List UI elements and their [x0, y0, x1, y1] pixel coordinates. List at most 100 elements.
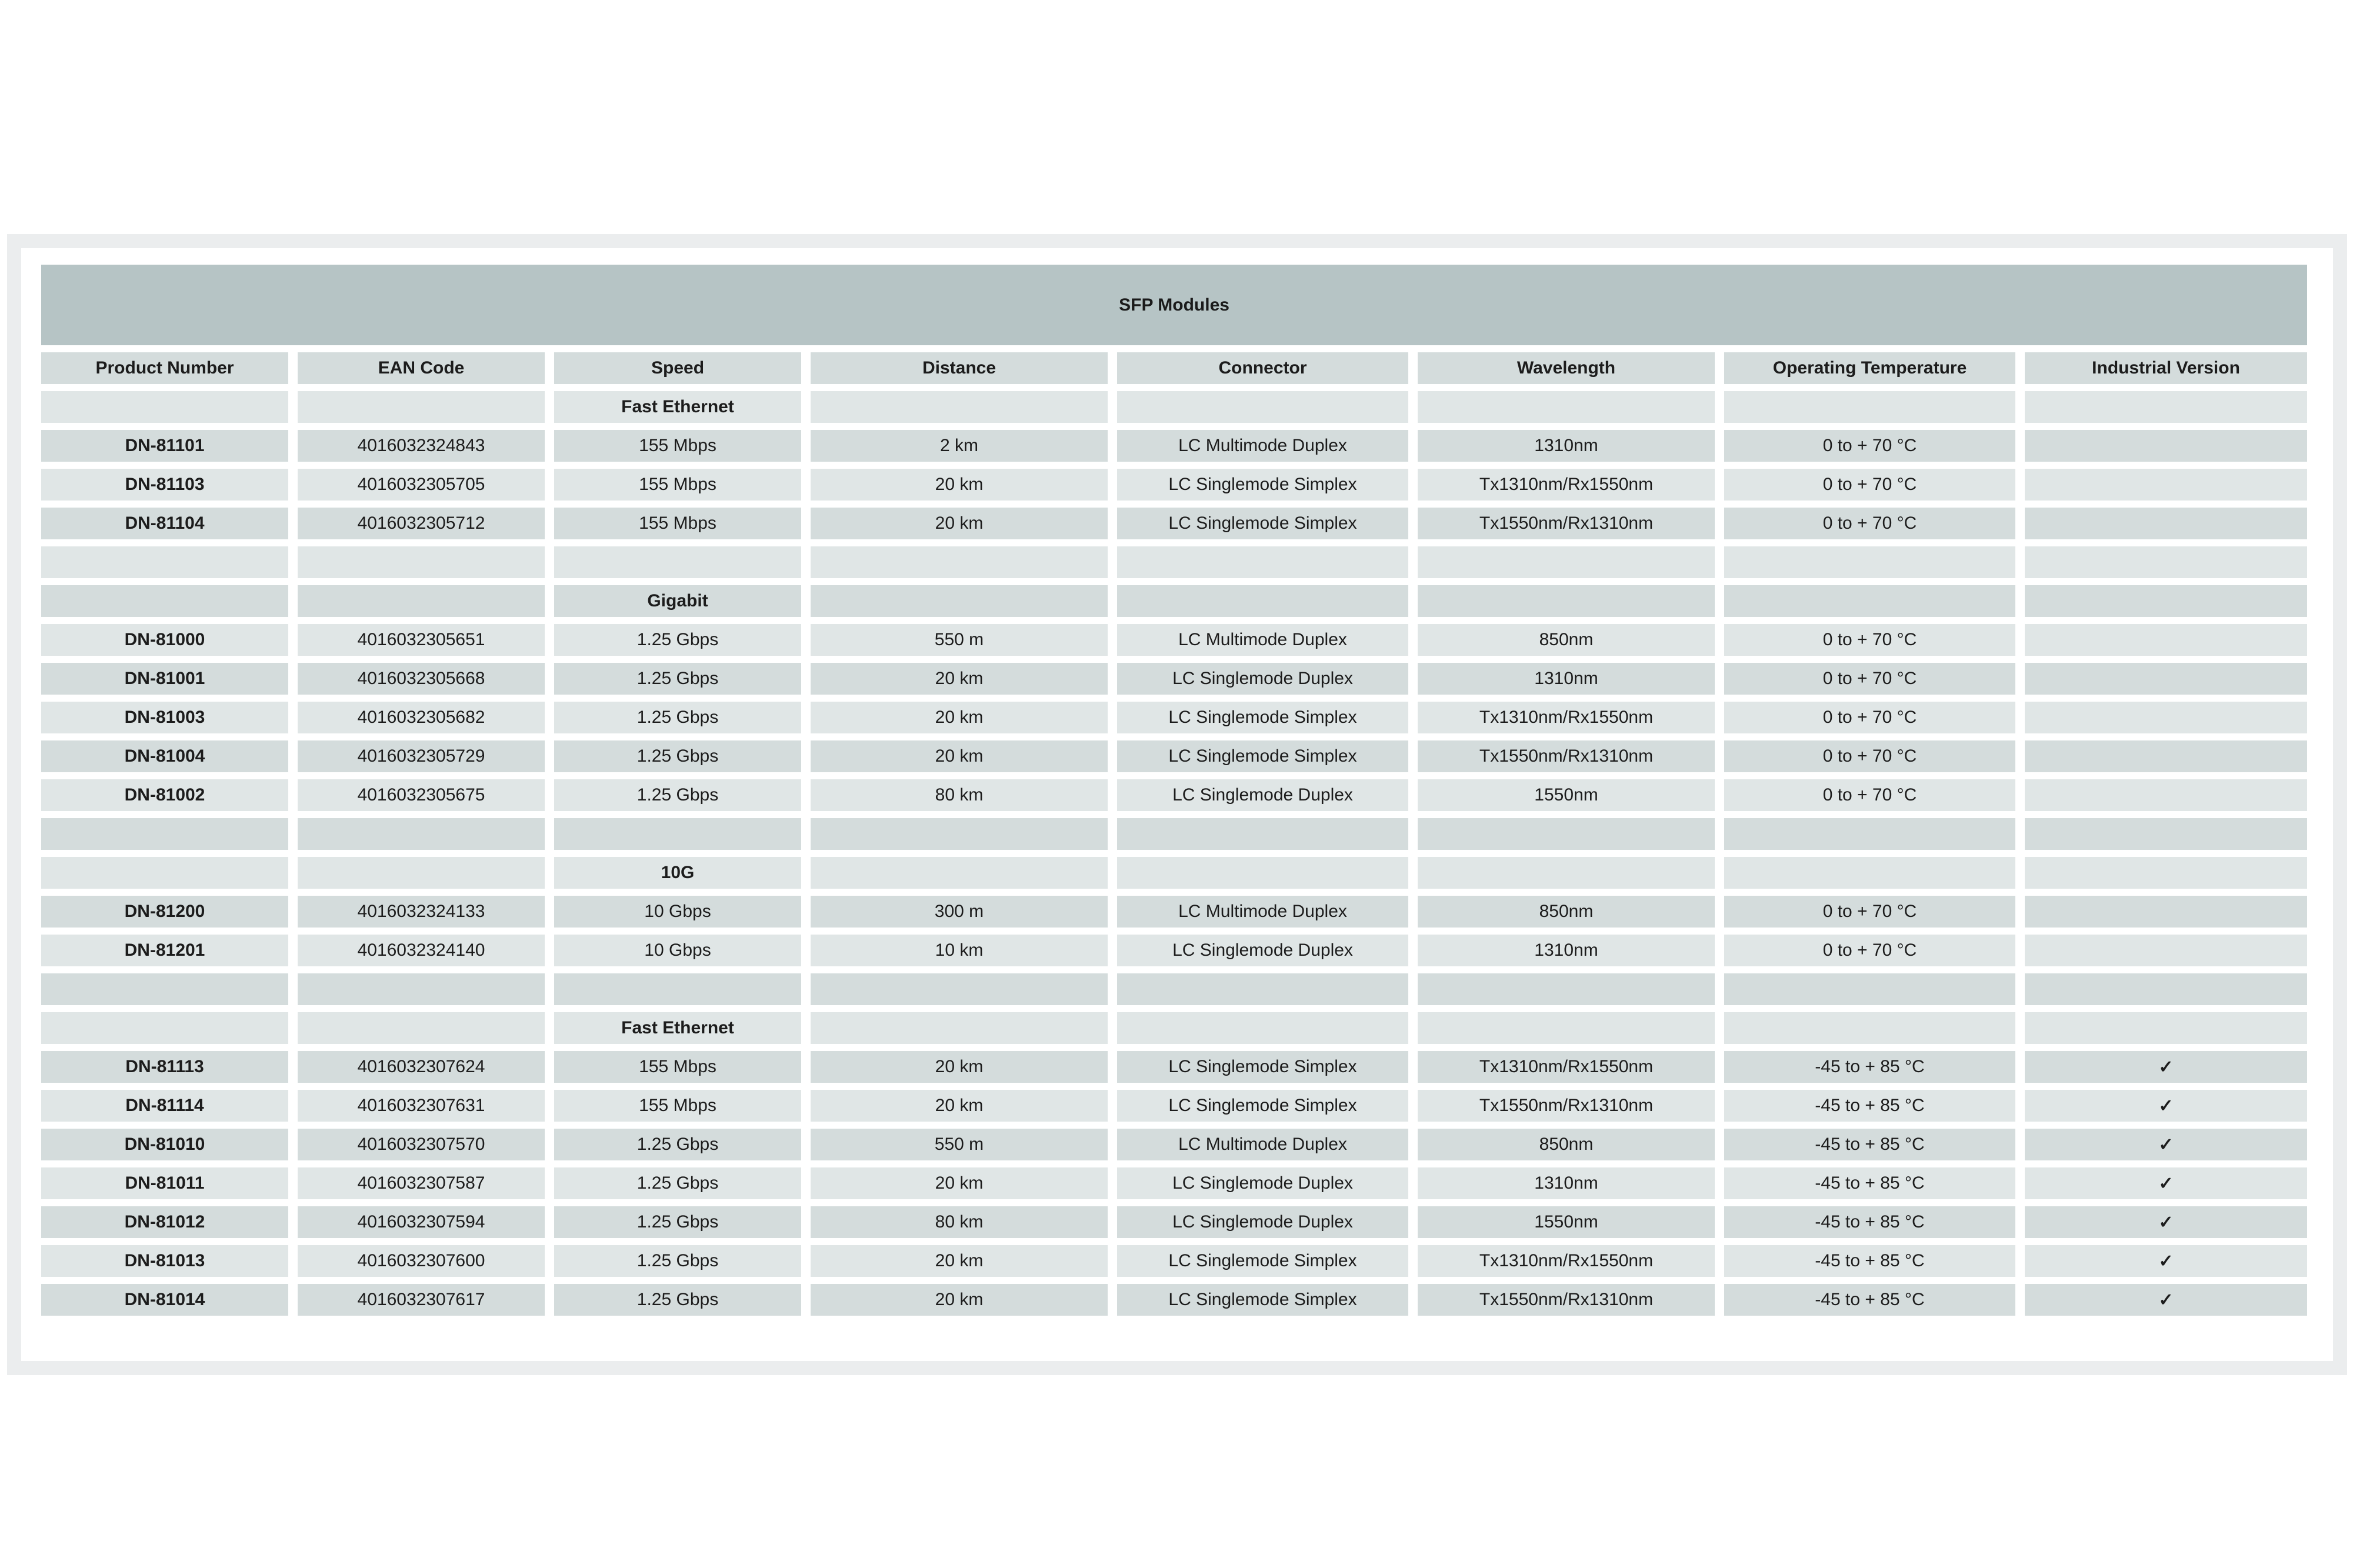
cell-speed: 1.25 Gbps: [554, 624, 801, 656]
cell-operating-temperature: -45 to + 85 °C: [1724, 1129, 2015, 1160]
cell-product-number: DN-81014: [41, 1284, 288, 1316]
column-header-operating-temperature: Operating Temperature: [1724, 352, 2015, 384]
cell-distance: 80 km: [811, 1206, 1108, 1238]
cell-industrial-version: [2025, 779, 2308, 811]
cell-speed: [554, 546, 801, 578]
cell-product-number: [41, 857, 288, 889]
cell-wavelength: 1310nm: [1418, 430, 1715, 462]
cell-connector: LC Multimode Duplex: [1117, 896, 1408, 928]
cell-connector: [1117, 857, 1408, 889]
cell-product-number: [41, 1012, 288, 1044]
cell-industrial-version: [2025, 973, 2308, 1005]
cell-product-number: [41, 973, 288, 1005]
cell-distance: 550 m: [811, 624, 1108, 656]
cell-connector: [1117, 818, 1408, 850]
cell-wavelength: [1418, 585, 1715, 617]
cell-distance: [811, 973, 1108, 1005]
cell-operating-temperature: [1724, 1012, 2015, 1044]
cell-speed: 1.25 Gbps: [554, 1206, 801, 1238]
cell-wavelength: 850nm: [1418, 1129, 1715, 1160]
cell-industrial-version: ✓: [2025, 1167, 2308, 1199]
cell-distance: 2 km: [811, 430, 1108, 462]
table-row: DN-81113 4016032307624 155 Mbps 20 km LC Sin…: [41, 1051, 2308, 1083]
table-row: DN-81010 4016032307570 1.25 Gbps 550 m LC Mu…: [41, 1129, 2308, 1160]
table-header-row: Product Number EAN Code Speed Distance Conne…: [41, 352, 2308, 384]
cell-product-number: DN-81010: [41, 1129, 288, 1160]
cell-product-number: DN-81201: [41, 935, 288, 966]
cell-distance: 550 m: [811, 1129, 1108, 1160]
table-row: DN-81002 4016032305675 1.25 Gbps 80 km LC Si…: [41, 779, 2308, 811]
cell-operating-temperature: -45 to + 85 °C: [1724, 1206, 2015, 1238]
cell-connector: [1117, 391, 1408, 423]
cell-wavelength: [1418, 973, 1715, 1005]
cell-industrial-version: [2025, 857, 2308, 889]
cell-operating-temperature: [1724, 973, 2015, 1005]
cell-distance: 20 km: [811, 1284, 1108, 1316]
cell-ean-code: [298, 546, 545, 578]
cell-connector: [1117, 1012, 1408, 1044]
cell-ean-code: [298, 585, 545, 617]
cell-operating-temperature: 0 to + 70 °C: [1724, 935, 2015, 966]
cell-ean-code: 4016032307587: [298, 1167, 545, 1199]
cell-product-number: DN-81013: [41, 1245, 288, 1277]
cell-distance: 20 km: [811, 702, 1108, 733]
cell-wavelength: 1550nm: [1418, 1206, 1715, 1238]
cell-speed: 1.25 Gbps: [554, 1167, 801, 1199]
cell-ean-code: [298, 857, 545, 889]
cell-industrial-version: [2025, 391, 2308, 423]
cell-wavelength: 850nm: [1418, 896, 1715, 928]
cell-product-number: DN-81114: [41, 1090, 288, 1122]
table-row: DN-81104 4016032305712 155 Mbps 20 km LC Sin…: [41, 508, 2308, 539]
cell-ean-code: 4016032307617: [298, 1284, 545, 1316]
table-row: DN-81200 4016032324133 10 Gbps 300 m LC Mult…: [41, 896, 2308, 928]
cell-industrial-version: ✓: [2025, 1051, 2308, 1083]
table-row: DN-81000 4016032305651 1.25 Gbps 550 m LC Mu…: [41, 624, 2308, 656]
cell-industrial-version: [2025, 469, 2308, 501]
cell-industrial-version: [2025, 702, 2308, 733]
cell-industrial-version: ✓: [2025, 1284, 2308, 1316]
cell-product-number: DN-81104: [41, 508, 288, 539]
cell-connector: LC Singlemode Duplex: [1117, 1206, 1408, 1238]
column-header-speed: Speed: [554, 352, 801, 384]
cell-ean-code: 4016032305651: [298, 624, 545, 656]
table-title: SFP Modules: [41, 265, 2308, 345]
cell-ean-code: 4016032305668: [298, 663, 545, 695]
section-row: Gigabit: [41, 585, 2308, 617]
table-row: DN-81014 4016032307617 1.25 Gbps 20 km LC Si…: [41, 1284, 2308, 1316]
cell-industrial-version: [2025, 740, 2308, 772]
cell-operating-temperature: 0 to + 70 °C: [1724, 702, 2015, 733]
cell-ean-code: [298, 973, 545, 1005]
cell-distance: [811, 818, 1108, 850]
cell-ean-code: 4016032307570: [298, 1129, 545, 1160]
cell-industrial-version: [2025, 585, 2308, 617]
spacer-row: [41, 818, 2308, 850]
cell-distance: [811, 857, 1108, 889]
table-row: DN-81012 4016032307594 1.25 Gbps 80 km LC Si…: [41, 1206, 2308, 1238]
cell-product-number: DN-81101: [41, 430, 288, 462]
cell-connector: LC Singlemode Simplex: [1117, 1245, 1408, 1277]
cell-ean-code: 4016032324133: [298, 896, 545, 928]
cell-connector: LC Singlemode Simplex: [1117, 469, 1408, 501]
cell-ean-code: 4016032307624: [298, 1051, 545, 1083]
cell-speed: [554, 973, 801, 1005]
column-header-connector: Connector: [1117, 352, 1408, 384]
cell-product-number: DN-81003: [41, 702, 288, 733]
cell-distance: [811, 585, 1108, 617]
cell-product-number: DN-81002: [41, 779, 288, 811]
cell-distance: 20 km: [811, 1245, 1108, 1277]
cell-speed: 10 Gbps: [554, 896, 801, 928]
cell-industrial-version: [2025, 1012, 2308, 1044]
cell-wavelength: 1310nm: [1418, 663, 1715, 695]
cell-speed: 155 Mbps: [554, 430, 801, 462]
cell-ean-code: 4016032324843: [298, 430, 545, 462]
cell-speed: 1.25 Gbps: [554, 1245, 801, 1277]
cell-wavelength: Tx1310nm/Rx1550nm: [1418, 469, 1715, 501]
cell-speed: Fast Ethernet: [554, 1012, 801, 1044]
cell-wavelength: [1418, 546, 1715, 578]
cell-connector: LC Singlemode Duplex: [1117, 663, 1408, 695]
cell-product-number: DN-81113: [41, 1051, 288, 1083]
cell-product-number: [41, 546, 288, 578]
cell-wavelength: 1310nm: [1418, 935, 1715, 966]
cell-product-number: DN-81012: [41, 1206, 288, 1238]
table-row: DN-81011 4016032307587 1.25 Gbps 20 km LC Si…: [41, 1167, 2308, 1199]
